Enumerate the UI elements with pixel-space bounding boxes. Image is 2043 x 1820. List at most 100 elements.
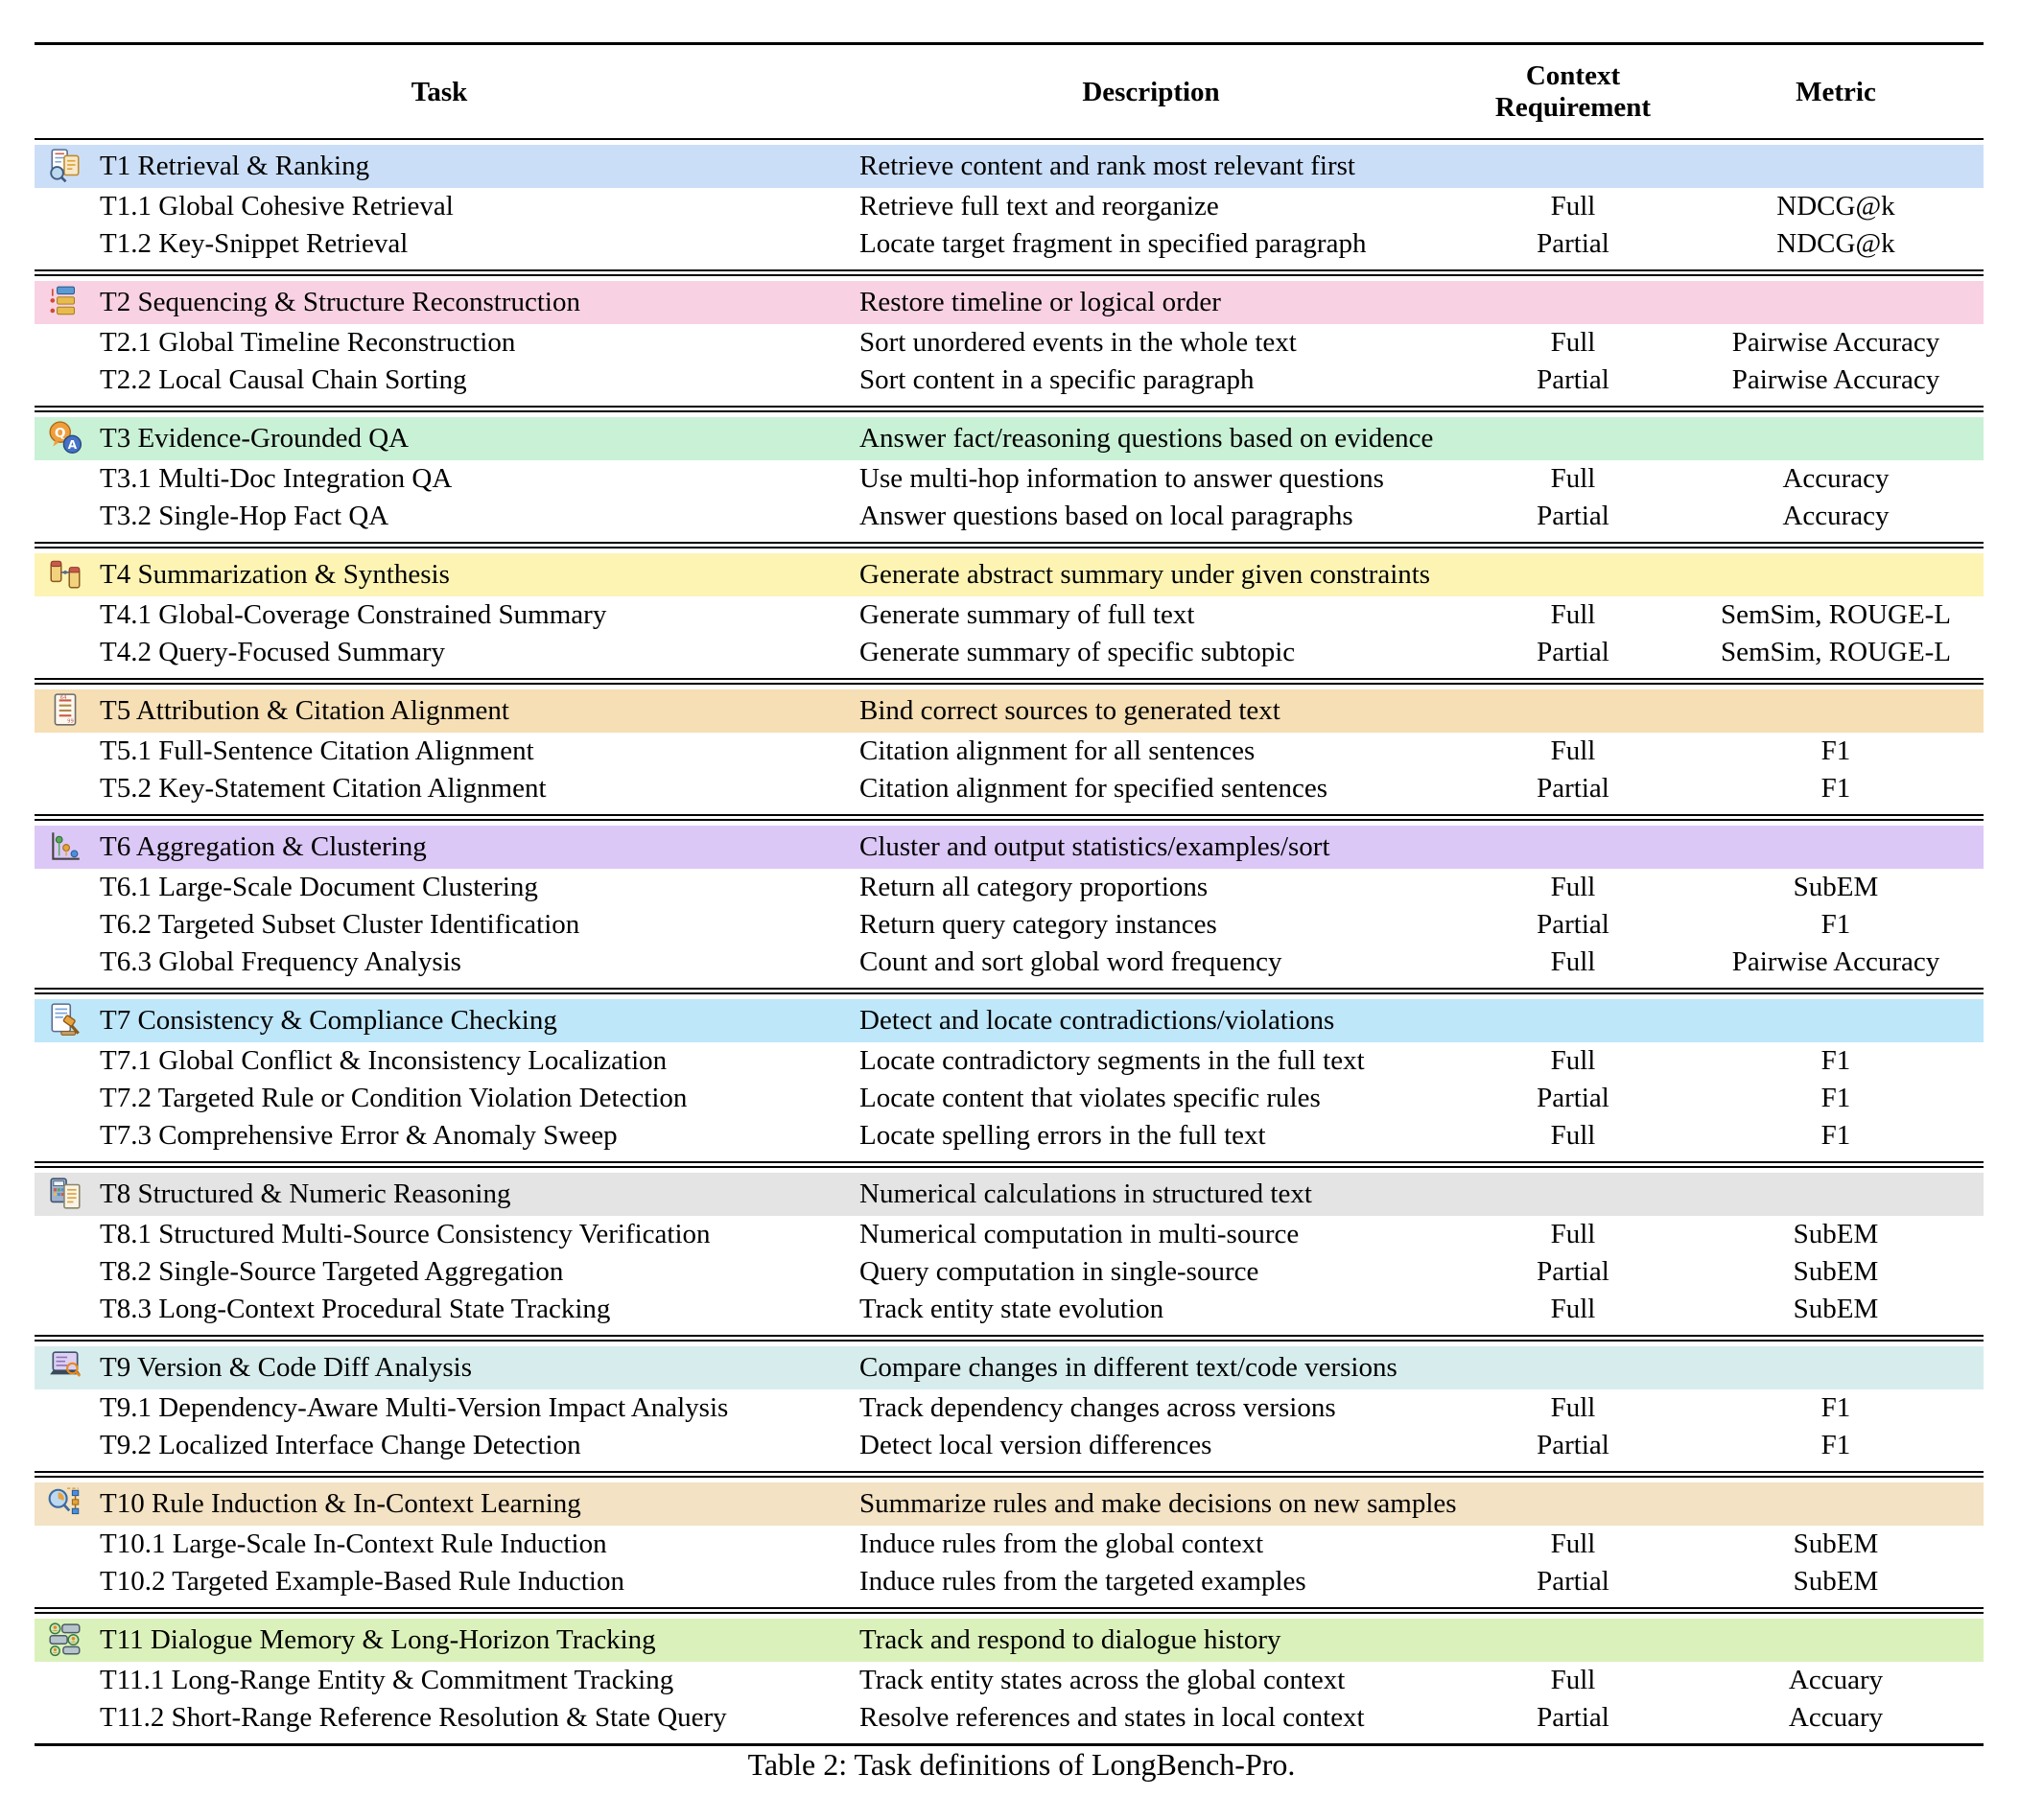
task-row: T1.1 Global Cohesive Retrieval Retrieve f… xyxy=(35,188,1984,225)
task-row: T6.3 Global Frequency Analysis Count and … xyxy=(35,944,1984,981)
task-metric: F1 xyxy=(1820,1119,1851,1151)
task-row: T2.1 Global Timeline Reconstruction Sort … xyxy=(35,324,1984,362)
task-description: Sort content in a specific paragraph xyxy=(859,363,1255,395)
task-context: Full xyxy=(1550,735,1596,766)
task-row: T8.1 Structured Multi-Source Consistency… xyxy=(35,1216,1984,1253)
task-metric: Accuary xyxy=(1788,1664,1884,1695)
task-row: T5.1 Full-Sentence Citation Alignment Cit… xyxy=(35,733,1984,770)
section-description: Summarize rules and make decisions on ne… xyxy=(859,1487,1457,1519)
task-metric: Pairwise Accuracy xyxy=(1731,363,1940,395)
section-header-row: T9 Version & Code Diff Analysis Compare c… xyxy=(35,1345,1984,1389)
section-description: Answer fact/reasoning questions based on… xyxy=(859,422,1434,454)
task-context: Full xyxy=(1550,326,1596,358)
table-section-t5: 64 99 T5 Attribution & Citation Alignment B… xyxy=(35,685,1984,814)
section-description: Track and respond to dialogue history xyxy=(859,1623,1281,1655)
task-description: Generate summary of specific subtopic xyxy=(859,636,1296,667)
task-description: Track entity states across the global co… xyxy=(859,1664,1346,1695)
task-definitions-table: Task Description Context Requirement Met… xyxy=(35,42,1984,1746)
task-name: T10.1 Large-Scale In-Context Rule Induct… xyxy=(100,1528,607,1559)
section-task-cell: T11 Dialogue Memory & Long-Horizon Track… xyxy=(35,1622,844,1657)
task-description: Generate summary of full text xyxy=(859,598,1195,630)
section-task-cell: T2 Sequencing & Structure Reconstruction xyxy=(35,287,844,318)
section-task-cell: T1 Retrieval & Ranking xyxy=(35,149,844,183)
task-context: Full xyxy=(1550,190,1596,222)
section-header-row: T4 Summarization & Synthesis Generate abs… xyxy=(35,552,1984,596)
numeric-calculator-icon xyxy=(46,1175,84,1213)
task-context: Partial xyxy=(1537,636,1609,667)
task-metric: SubEM xyxy=(1793,871,1879,902)
task-metric: F1 xyxy=(1820,908,1851,940)
task-context: Full xyxy=(1550,1044,1596,1076)
summarization-icon xyxy=(46,555,84,594)
task-row: T4.1 Global-Coverage Constrained Summary… xyxy=(35,596,1984,634)
retrieval-ranking-icon xyxy=(46,147,84,185)
task-metric: F1 xyxy=(1820,1082,1851,1113)
task-description: Return all category proportions xyxy=(859,871,1209,902)
task-name: T8.2 Single-Source Targeted Aggregation xyxy=(100,1255,564,1287)
svg-text:A: A xyxy=(68,438,78,452)
column-header-metric: Metric xyxy=(1796,76,1876,107)
section-divider xyxy=(35,1160,1984,1168)
task-description: Locate target fragment in specified para… xyxy=(859,227,1367,259)
task-name: T7.3 Comprehensive Error & Anomaly Sweep xyxy=(100,1119,618,1151)
section-task-cell: Q A T3 Evidence-Grounded QA xyxy=(35,421,844,455)
task-description: Count and sort global word frequency xyxy=(859,945,1282,977)
table-section-t6: T6 Aggregation & Clustering Cluster and o… xyxy=(35,821,1984,988)
task-context: Full xyxy=(1550,1528,1596,1559)
task-description: Citation alignment for specified sentenc… xyxy=(859,772,1328,804)
task-description: Locate content that violates specific ru… xyxy=(859,1082,1321,1113)
section-header-row: T1 Retrieval & Ranking Retrieve content a… xyxy=(35,144,1984,188)
task-row: T2.2 Local Causal Chain Sorting Sort cont… xyxy=(35,362,1984,399)
task-context: Partial xyxy=(1537,227,1609,259)
rule-induction-icon xyxy=(46,1484,84,1523)
task-description: Return query category instances xyxy=(859,908,1217,940)
section-divider xyxy=(35,541,1984,548)
task-description: Citation alignment for all sentences xyxy=(859,735,1256,766)
svg-text:64: 64 xyxy=(60,695,67,701)
task-context: Partial xyxy=(1537,363,1609,395)
task-metric: Accuracy xyxy=(1782,462,1890,494)
task-name: T11.2 Short-Range Reference Resolution &… xyxy=(100,1701,727,1733)
task-name: T5.2 Key-Statement Citation Alignment xyxy=(100,772,547,804)
section-description: Restore timeline or logical order xyxy=(859,286,1221,317)
task-name: T3.2 Single-Hop Fact QA xyxy=(100,500,389,531)
task-description: Resolve references and states in local c… xyxy=(859,1701,1365,1733)
table-caption: Table 2: Task definitions of LongBench-P… xyxy=(747,1747,1296,1782)
section-header-row: T8 Structured & Numeric Reasoning Numeric… xyxy=(35,1172,1984,1216)
section-header-row: T10 Rule Induction & In-Context Learning… xyxy=(35,1482,1984,1526)
section-task-label: T5 Attribution & Citation Alignment xyxy=(100,694,509,726)
task-context: Partial xyxy=(1537,1701,1609,1733)
section-task-cell: T9 Version & Code Diff Analysis xyxy=(35,1351,844,1384)
task-name: T3.1 Multi-Doc Integration QA xyxy=(100,462,453,494)
compliance-gavel-icon xyxy=(46,1001,84,1039)
task-row: T5.2 Key-Statement Citation Alignment Cit… xyxy=(35,770,1984,807)
task-row: T10.2 Targeted Example-Based Rule Induct… xyxy=(35,1563,1984,1600)
task-description: Retrieve full text and reorganize xyxy=(859,190,1219,222)
task-row: T7.3 Comprehensive Error & Anomaly Sweep… xyxy=(35,1117,1984,1155)
task-name: T7.2 Targeted Rule or Condition Violatio… xyxy=(100,1082,688,1113)
task-name: T1.2 Key-Snippet Retrieval xyxy=(100,227,409,259)
task-name: T9.2 Localized Interface Change Detectio… xyxy=(100,1429,581,1460)
task-row: T1.2 Key-Snippet Retrieval Locate target … xyxy=(35,225,1984,263)
section-header-row: T7 Consistency & Compliance Checking Dete… xyxy=(35,998,1984,1042)
section-task-cell: T4 Summarization & Synthesis xyxy=(35,559,844,591)
section-task-label: T3 Evidence-Grounded QA xyxy=(100,422,410,454)
task-name: T6.2 Targeted Subset Cluster Identificat… xyxy=(100,908,580,940)
task-context: Full xyxy=(1550,945,1596,977)
task-row: T6.2 Targeted Subset Cluster Identificat… xyxy=(35,906,1984,944)
task-name: T2.2 Local Causal Chain Sorting xyxy=(100,363,467,395)
task-metric: SemSim, ROUGE-L xyxy=(1720,636,1952,667)
task-row: T9.1 Dependency-Aware Multi-Version Impa… xyxy=(35,1389,1984,1427)
task-context: Full xyxy=(1550,1391,1596,1423)
section-description: Retrieve content and rank most relevant … xyxy=(859,150,1355,181)
task-context: Full xyxy=(1550,1664,1596,1695)
task-description: Numerical computation in multi-source xyxy=(859,1218,1300,1249)
task-metric: SubEM xyxy=(1793,1293,1879,1324)
task-metric: Accuary xyxy=(1788,1701,1884,1733)
task-name: T5.1 Full-Sentence Citation Alignment xyxy=(100,735,534,766)
section-task-label: T7 Consistency & Compliance Checking xyxy=(100,1004,557,1036)
task-description: Locate spelling errors in the full text xyxy=(859,1119,1266,1151)
task-name: T7.1 Global Conflict & Inconsistency Loc… xyxy=(100,1044,668,1076)
